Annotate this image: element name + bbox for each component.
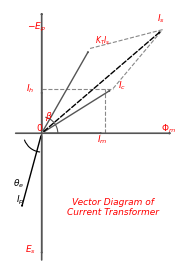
- Text: $I_m$: $I_m$: [97, 134, 108, 146]
- Text: $-E_p$: $-E_p$: [27, 21, 46, 34]
- Text: $\beta$: $\beta$: [45, 110, 53, 123]
- Text: 0: 0: [36, 124, 42, 133]
- Text: Vector Diagram of
Current Transformer: Vector Diagram of Current Transformer: [67, 198, 159, 217]
- Text: $I_p$: $I_p$: [16, 194, 25, 207]
- Text: $\theta_e$: $\theta_e$: [13, 177, 24, 190]
- Text: $K_TI_s$: $K_TI_s$: [95, 35, 110, 47]
- Text: $I_h$: $I_h$: [26, 82, 34, 95]
- Text: $I_s$: $I_s$: [157, 12, 165, 25]
- Text: $E_s$: $E_s$: [25, 243, 36, 256]
- Text: $\Phi_m$: $\Phi_m$: [161, 122, 176, 135]
- Text: $I_c$: $I_c$: [118, 80, 126, 92]
